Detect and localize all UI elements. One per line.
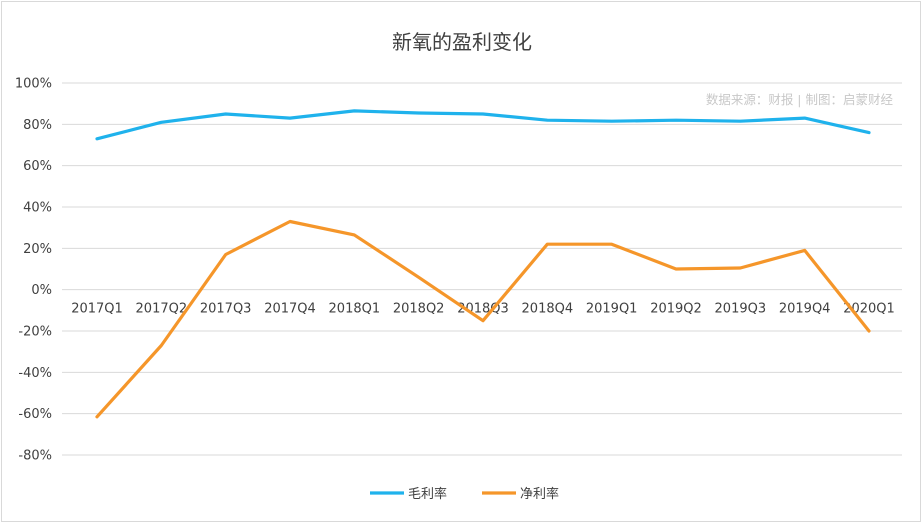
x-tick-label: 2017Q4 xyxy=(264,302,316,317)
y-tick-label: 60% xyxy=(23,159,52,174)
x-axis-ticks: 2017Q1 2017Q2 2017Q3 2017Q4 2018Q1 2018Q2 2018… xyxy=(71,302,895,317)
y-tick-label: -80% xyxy=(18,449,52,464)
legend: 毛利率 净利率 xyxy=(370,486,559,502)
chart-title: 新氧的盈利变化 xyxy=(392,30,532,54)
y-tick-label: 20% xyxy=(23,242,52,257)
x-tick-label: 2017Q3 xyxy=(200,302,252,317)
y-tick-label: -40% xyxy=(18,366,52,381)
x-tick-label: 2019Q1 xyxy=(586,302,638,317)
x-tick-label: 2018Q1 xyxy=(329,302,381,317)
x-tick-label: 2019Q3 xyxy=(715,302,767,317)
y-axis-ticks: 100% 80% 60% 40% 20% 0% -20% -40% -60% -80% xyxy=(15,77,52,464)
x-tick-label: 2017Q2 xyxy=(136,302,188,317)
y-tick-label: -60% xyxy=(18,407,52,422)
y-tick-label: 100% xyxy=(15,77,52,92)
y-tick-label: 40% xyxy=(23,201,52,216)
x-tick-label: 2017Q1 xyxy=(71,302,123,317)
x-tick-label: 2019Q4 xyxy=(779,302,831,317)
x-tick-label: 2019Q2 xyxy=(650,302,702,317)
series-lines xyxy=(95,109,871,419)
x-tick-label: 2018Q4 xyxy=(522,302,574,317)
series-line-0 xyxy=(95,109,871,141)
gridlines xyxy=(62,82,902,456)
legend-label: 毛利率 xyxy=(408,486,447,502)
y-tick-label: 0% xyxy=(31,283,52,298)
x-tick-label: 2018Q2 xyxy=(393,302,445,317)
y-tick-label: 80% xyxy=(23,118,52,133)
y-tick-label: -20% xyxy=(18,325,52,340)
source-note: 数据来源：财报 | 制图：启蒙财经 xyxy=(705,92,893,107)
series-line-1 xyxy=(95,219,871,419)
legend-label: 净利率 xyxy=(520,486,559,502)
